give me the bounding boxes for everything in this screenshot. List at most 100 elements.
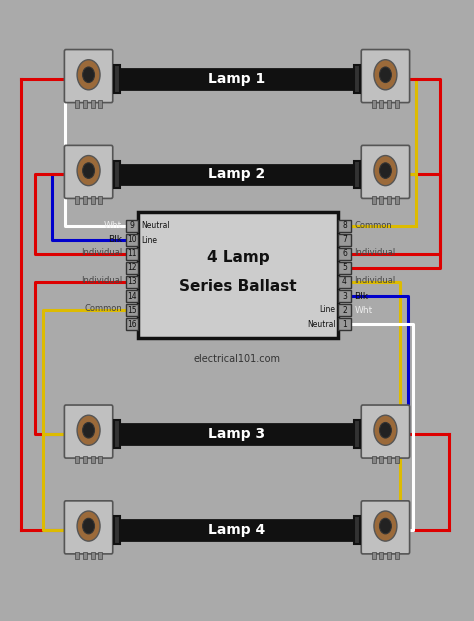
Circle shape <box>82 163 94 178</box>
Text: 3: 3 <box>342 291 347 301</box>
Text: 2: 2 <box>342 306 347 315</box>
FancyBboxPatch shape <box>64 145 113 199</box>
Bar <box>380 551 383 560</box>
Text: Individual: Individual <box>81 248 122 257</box>
Text: Series Ballast: Series Ballast <box>179 279 297 294</box>
FancyBboxPatch shape <box>64 50 113 102</box>
Bar <box>338 276 351 288</box>
Bar <box>138 212 338 338</box>
Circle shape <box>82 422 94 438</box>
Text: Individual: Individual <box>81 276 122 285</box>
Text: Lamp 4: Lamp 4 <box>209 523 265 537</box>
Bar <box>114 516 120 544</box>
Bar <box>380 196 383 204</box>
Bar <box>354 65 360 93</box>
Bar <box>395 100 399 108</box>
Bar <box>98 551 102 560</box>
Bar <box>126 319 138 330</box>
Text: 14: 14 <box>127 291 137 301</box>
Bar <box>117 520 357 540</box>
Text: 9: 9 <box>129 221 134 230</box>
Text: Blk: Blk <box>355 291 368 301</box>
Circle shape <box>380 67 392 83</box>
Text: Individual: Individual <box>355 276 396 285</box>
Bar <box>126 304 138 315</box>
Bar <box>91 196 94 204</box>
Bar <box>126 220 138 232</box>
Bar <box>354 420 360 448</box>
FancyBboxPatch shape <box>64 501 113 554</box>
Bar <box>395 551 399 560</box>
Text: 13: 13 <box>127 278 137 286</box>
Bar <box>91 100 94 108</box>
Text: 7: 7 <box>342 235 347 244</box>
Text: Wht: Wht <box>104 221 122 230</box>
Text: Wht: Wht <box>355 306 373 315</box>
Bar <box>338 262 351 274</box>
Bar <box>82 551 87 560</box>
Bar <box>338 290 351 302</box>
Bar <box>114 420 120 448</box>
Circle shape <box>374 60 397 90</box>
Bar <box>75 551 79 560</box>
Bar <box>338 220 351 232</box>
Bar <box>82 100 87 108</box>
Bar <box>91 456 94 463</box>
Text: Individual: Individual <box>355 248 396 257</box>
Bar <box>126 290 138 302</box>
Bar <box>126 234 138 245</box>
Bar <box>75 456 79 463</box>
Text: Neutral: Neutral <box>141 220 170 230</box>
FancyBboxPatch shape <box>64 405 113 458</box>
Bar <box>380 100 383 108</box>
FancyBboxPatch shape <box>361 50 410 102</box>
Bar <box>372 456 376 463</box>
Bar <box>395 196 399 204</box>
Bar <box>75 100 79 108</box>
Text: 15: 15 <box>127 306 137 315</box>
Bar <box>98 196 102 204</box>
Circle shape <box>82 67 94 83</box>
Bar <box>126 262 138 274</box>
Bar <box>126 248 138 260</box>
Text: Neutral: Neutral <box>307 320 336 329</box>
Bar <box>387 456 392 463</box>
Bar <box>126 276 138 288</box>
Bar <box>372 196 376 204</box>
Bar <box>117 165 357 184</box>
Circle shape <box>77 155 100 186</box>
Text: Line: Line <box>319 305 336 314</box>
Text: 6: 6 <box>342 250 347 258</box>
Circle shape <box>374 155 397 186</box>
Bar <box>91 551 94 560</box>
Text: 5: 5 <box>342 263 347 273</box>
Bar <box>372 551 376 560</box>
Bar <box>338 319 351 330</box>
Bar <box>117 69 357 89</box>
Circle shape <box>374 511 397 541</box>
FancyBboxPatch shape <box>361 405 410 458</box>
Text: Lamp 2: Lamp 2 <box>209 168 265 181</box>
Circle shape <box>77 60 100 90</box>
Text: Common: Common <box>84 304 122 314</box>
Bar <box>114 65 120 93</box>
Bar <box>82 456 87 463</box>
Circle shape <box>380 422 392 438</box>
Text: Lamp 1: Lamp 1 <box>209 71 265 86</box>
Circle shape <box>77 511 100 541</box>
Bar <box>98 456 102 463</box>
Bar <box>354 161 360 188</box>
Bar <box>387 551 392 560</box>
Bar <box>395 456 399 463</box>
Text: 4 Lamp: 4 Lamp <box>207 250 270 265</box>
Circle shape <box>82 519 94 534</box>
Bar <box>387 100 392 108</box>
Bar <box>380 456 383 463</box>
Circle shape <box>77 415 100 445</box>
Bar <box>338 304 351 315</box>
Text: 4: 4 <box>342 278 347 286</box>
Text: Lamp 3: Lamp 3 <box>209 427 265 441</box>
Circle shape <box>374 415 397 445</box>
Bar <box>387 196 392 204</box>
Bar <box>372 100 376 108</box>
